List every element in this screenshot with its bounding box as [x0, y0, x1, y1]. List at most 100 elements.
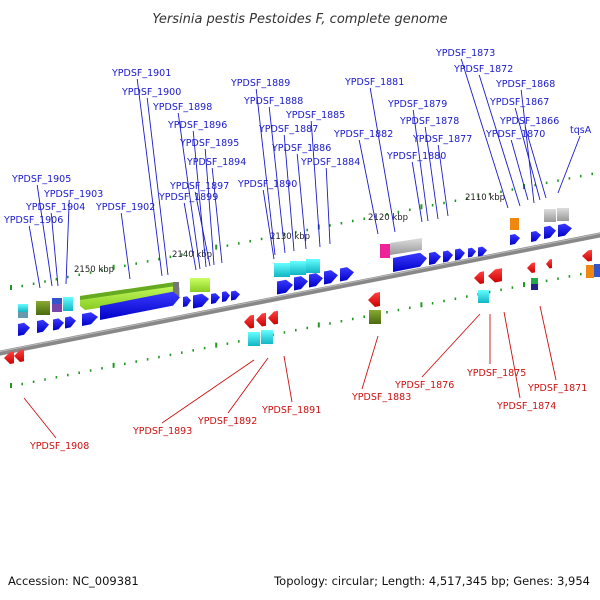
reverse-gene-arrow[interactable]: [368, 292, 380, 307]
gene-label-ypdsf_1874[interactable]: YPDSF_1874: [496, 401, 556, 412]
gene-label-ypdsf_1891[interactable]: YPDSF_1891: [261, 405, 321, 416]
tick-mark: [580, 174, 582, 178]
forward-gene-arrow[interactable]: [37, 319, 49, 333]
gene-label-tqsa[interactable]: tqsA: [570, 125, 592, 136]
forward-gene-arrow[interactable]: [222, 291, 230, 302]
forward-gene-arrow[interactable]: [531, 231, 541, 242]
gene-label-ypdsf_1873[interactable]: YPDSF_1873: [435, 48, 495, 59]
forward-gene-arrow[interactable]: [340, 267, 354, 282]
gene-label-ypdsf_1876[interactable]: YPDSF_1876: [394, 380, 454, 391]
forward-gene-arrow[interactable]: [53, 318, 64, 331]
gene-label-ypdsf_1872[interactable]: YPDSF_1872: [453, 64, 513, 75]
gene-label-ypdsf_1904[interactable]: YPDSF_1904: [25, 202, 85, 213]
gene-label-ypdsf_1903[interactable]: YPDSF_1903: [43, 189, 103, 200]
gene-label-ypdsf_1877[interactable]: YPDSF_1877: [412, 134, 472, 145]
tick-mark: [44, 280, 46, 283]
gene-label-ypdsf_1868[interactable]: YPDSF_1868: [495, 79, 555, 90]
gene-label-ypdsf_1871[interactable]: YPDSF_1871: [527, 383, 587, 394]
tick-mark: [169, 255, 172, 259]
gene-label-ypdsf_1894[interactable]: YPDSF_1894: [186, 157, 246, 168]
forward-gene-arrow[interactable]: [211, 293, 220, 304]
forward-gene-arrow[interactable]: [393, 252, 427, 272]
leader-line: [120, 212, 131, 280]
forward-gene-arrow[interactable]: [455, 248, 465, 261]
tick-mark: [420, 302, 423, 308]
leader-line: [358, 139, 379, 235]
tick-mark: [55, 278, 58, 281]
forward-gene-arrow[interactable]: [309, 273, 323, 288]
reverse-gene-arrow[interactable]: [4, 351, 14, 364]
forward-gene-arrow[interactable]: [294, 276, 308, 291]
gene-label-ypdsf_1908[interactable]: YPDSF_1908: [29, 441, 89, 452]
gene-label-ypdsf_1890[interactable]: YPDSF_1890: [237, 179, 297, 190]
feature-block: [190, 278, 210, 292]
feature-block: [173, 282, 179, 296]
leader-line: [204, 148, 215, 266]
reverse-gene-arrow[interactable]: [268, 310, 278, 325]
gene-label-ypdsf_1882[interactable]: YPDSF_1882: [333, 129, 393, 140]
reverse-gene-arrow[interactable]: [488, 268, 502, 283]
reverse-gene-arrow[interactable]: [546, 259, 552, 269]
forward-gene-arrow[interactable]: [443, 250, 453, 263]
gene-label-ypdsf_1900[interactable]: YPDSF_1900: [121, 87, 181, 98]
leader-line: [211, 167, 223, 264]
gene-label-ypdsf_1870[interactable]: YPDSF_1870: [485, 129, 545, 140]
forward-gene-arrow[interactable]: [231, 290, 240, 301]
forward-gene-arrow[interactable]: [82, 312, 98, 326]
backbone-highlight: [0, 232, 600, 353]
gene-label-ypdsf_1888[interactable]: YPDSF_1888: [243, 96, 303, 107]
gene-label-ypdsf_1878[interactable]: YPDSF_1878: [399, 116, 459, 127]
forward-gene-arrow[interactable]: [193, 293, 209, 309]
tick-mark: [181, 351, 183, 354]
tick-mark: [352, 219, 354, 223]
forward-gene-arrow[interactable]: [277, 279, 293, 295]
gene-label-ypdsf_1898[interactable]: YPDSF_1898: [152, 102, 212, 113]
reverse-gene-arrow[interactable]: [244, 314, 254, 329]
forward-gene-arrow[interactable]: [544, 225, 556, 239]
gene-label-ypdsf_1884[interactable]: YPDSF_1884: [300, 157, 360, 168]
gene-label-ypdsf_1880[interactable]: YPDSF_1880: [386, 151, 446, 162]
gene-label-ypdsf_1886[interactable]: YPDSF_1886: [271, 143, 331, 154]
gene-label-ypdsf_1867[interactable]: YPDSF_1867: [489, 97, 549, 108]
reverse-gene-arrow[interactable]: [582, 249, 592, 262]
gene-label-ypdsf_1883[interactable]: YPDSF_1883: [351, 392, 411, 403]
forward-gene-arrow[interactable]: [478, 246, 487, 257]
forward-gene-arrow[interactable]: [18, 322, 30, 336]
forward-gene-arrow[interactable]: [510, 234, 520, 245]
gene-label-ypdsf_1905[interactable]: YPDSF_1905: [11, 174, 71, 185]
reverse-gene-arrow[interactable]: [527, 262, 535, 273]
forward-gene-arrow[interactable]: [558, 223, 572, 237]
gene-label-ypdsf_1902[interactable]: YPDSF_1902: [95, 202, 155, 213]
reverse-gene-arrow[interactable]: [14, 349, 24, 362]
gene-label-ypdsf_1896[interactable]: YPDSF_1896: [167, 120, 227, 131]
gene-label-ypdsf_1889[interactable]: YPDSF_1889: [230, 78, 290, 89]
gene-label-ypdsf_1879[interactable]: YPDSF_1879: [387, 99, 447, 110]
gene-label-ypdsf_1866[interactable]: YPDSF_1866: [499, 116, 559, 127]
gene-label-ypdsf_1885[interactable]: YPDSF_1885: [285, 110, 345, 121]
gene-label-ypdsf_1901[interactable]: YPDSF_1901: [111, 68, 171, 79]
gene-label-ypdsf_1899[interactable]: YPDSF_1899: [158, 192, 218, 203]
forward-gene-arrow[interactable]: [100, 291, 180, 320]
gene-label-ypdsf_1875[interactable]: YPDSF_1875: [466, 368, 526, 379]
forward-gene-arrow[interactable]: [183, 296, 191, 307]
gene-label-ypdsf_1895[interactable]: YPDSF_1895: [179, 138, 239, 149]
forward-gene-arrow[interactable]: [65, 316, 76, 329]
tick-mark: [238, 242, 240, 245]
reverse-gene-arrow[interactable]: [474, 271, 484, 284]
leader-line: [262, 189, 275, 260]
leader-line: [421, 313, 481, 378]
gene-label-ypdsf_1887[interactable]: YPDSF_1887: [258, 124, 318, 135]
reverse-gene-arrow[interactable]: [256, 312, 266, 327]
gene-label-ypdsf_1892[interactable]: YPDSF_1892: [197, 416, 257, 427]
forward-gene-arrow[interactable]: [429, 251, 441, 265]
leader-line: [296, 153, 307, 250]
forward-gene-arrow[interactable]: [324, 270, 338, 285]
forward-gene-arrow[interactable]: [468, 247, 476, 258]
gene-label-ypdsf_1881[interactable]: YPDSF_1881: [344, 77, 404, 88]
gene-label-ypdsf_1893[interactable]: YPDSF_1893: [132, 426, 192, 437]
gene-label-ypdsf_1906[interactable]: YPDSF_1906: [3, 215, 63, 226]
forward-gene-arrows: [18, 223, 572, 336]
gene-label-ypdsf_1897[interactable]: YPDSF_1897: [169, 181, 229, 192]
tick-mark: [409, 306, 411, 310]
